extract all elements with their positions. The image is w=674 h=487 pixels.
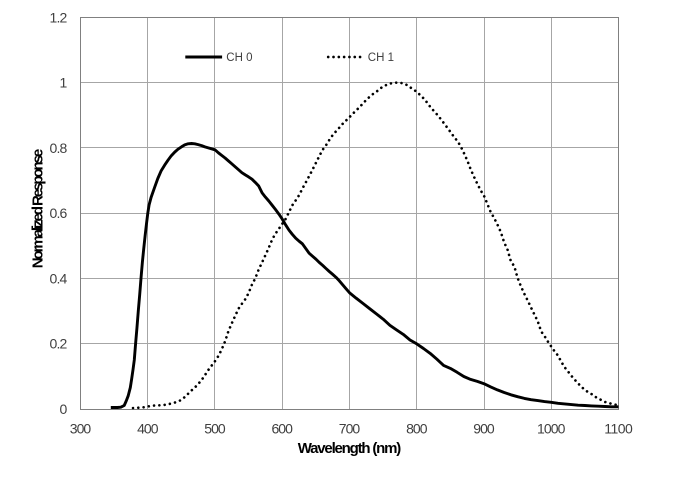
- svg-text:1100: 1100: [604, 421, 633, 437]
- svg-text:600: 600: [272, 421, 294, 437]
- svg-text:1.2: 1.2: [50, 10, 68, 26]
- svg-text:CH 1: CH 1: [368, 52, 394, 64]
- svg-text:900: 900: [473, 421, 495, 437]
- svg-text:0: 0: [60, 401, 68, 417]
- svg-text:0.8: 0.8: [50, 140, 68, 156]
- svg-text:800: 800: [406, 421, 428, 437]
- svg-text:300: 300: [70, 421, 92, 437]
- svg-text:700: 700: [339, 421, 361, 437]
- svg-text:0.2: 0.2: [50, 336, 68, 352]
- svg-text:0.6: 0.6: [50, 205, 68, 221]
- svg-text:1000: 1000: [537, 421, 566, 437]
- svg-text:400: 400: [137, 421, 159, 437]
- svg-text:Wavelength (nm): Wavelength (nm): [298, 440, 402, 457]
- svg-text:1: 1: [60, 75, 68, 91]
- svg-text:500: 500: [204, 421, 226, 437]
- svg-text:CH 0: CH 0: [226, 52, 252, 64]
- svg-text:Normalized Response: Normalized Response: [29, 149, 46, 269]
- svg-text:0.4: 0.4: [50, 270, 68, 286]
